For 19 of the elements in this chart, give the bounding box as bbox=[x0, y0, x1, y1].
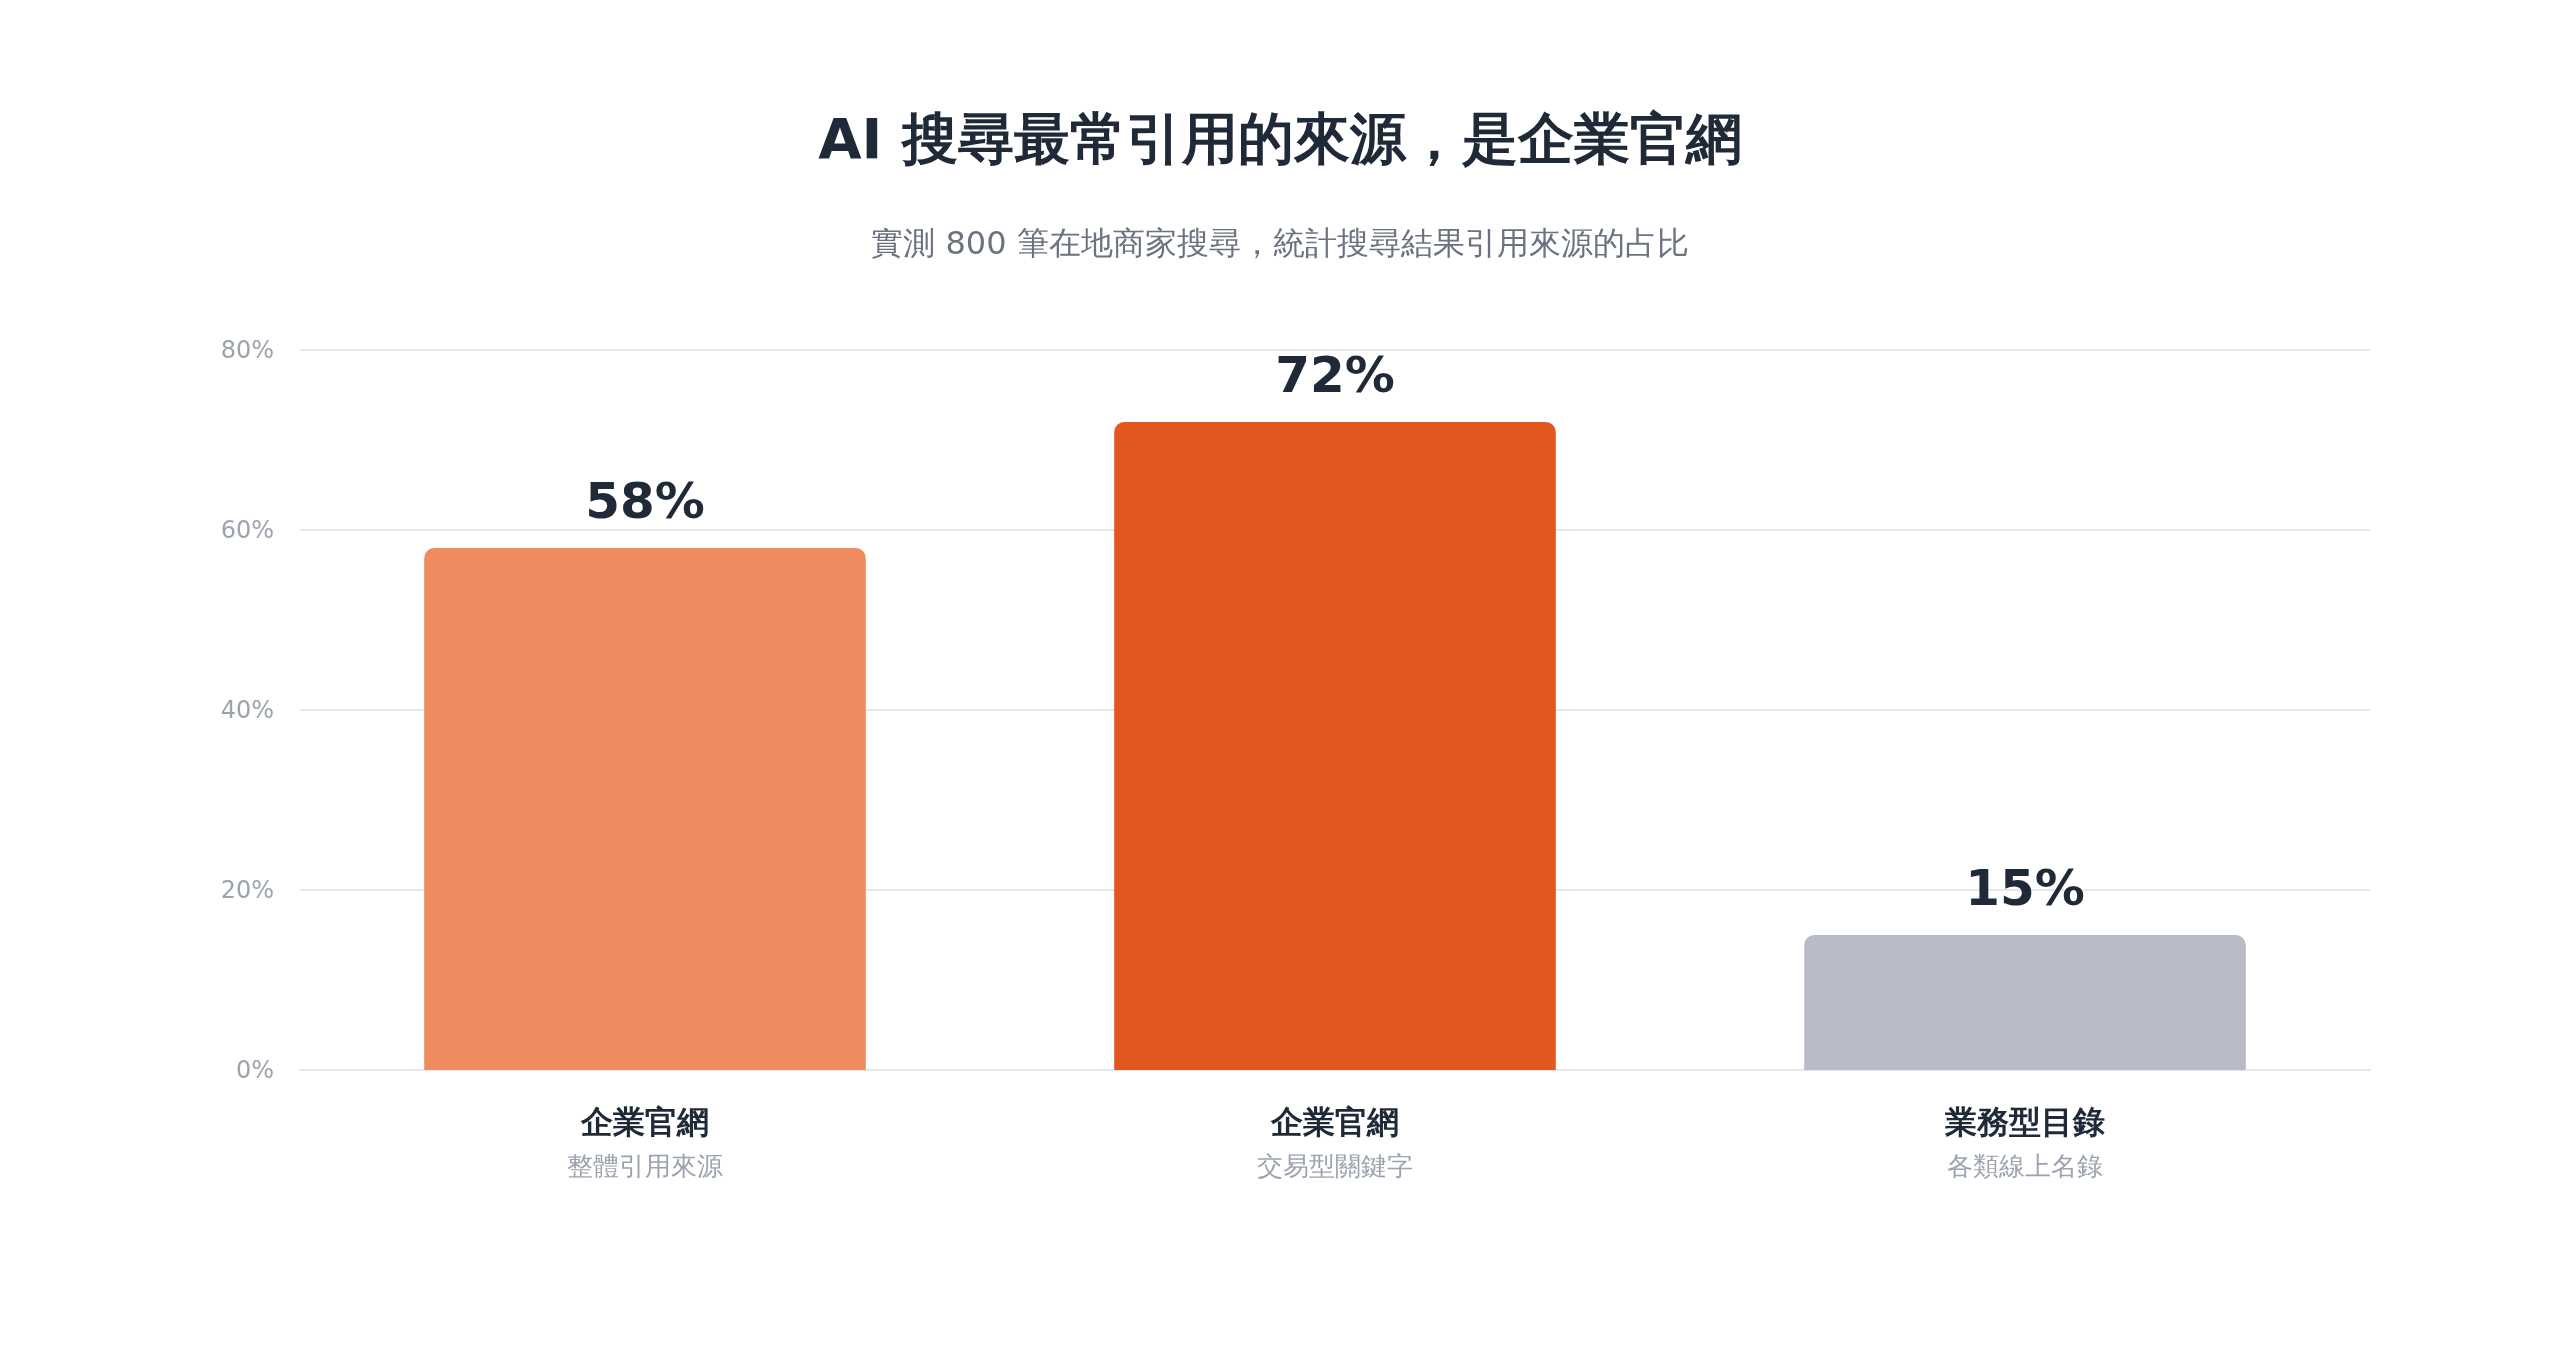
text: 交易型關鍵字 bbox=[1257, 1151, 1413, 1181]
data-label: 15% bbox=[1965, 859, 2085, 917]
y-tick-label: 0% bbox=[235, 1056, 274, 1084]
text: 整體引用來源 bbox=[567, 1151, 723, 1181]
bar bbox=[424, 548, 866, 1070]
data-label: 58% bbox=[585, 472, 705, 530]
x-tick-label: 企業官網 bbox=[1270, 1103, 1399, 1141]
text: 各類線上名錄 bbox=[1947, 1151, 2103, 1181]
x-tick-label: 業務型目錄 bbox=[1944, 1103, 2105, 1141]
y-tick-label: 20% bbox=[220, 876, 274, 904]
chart-subtitle: 實測 800 筆在地商家搜尋，統計搜尋結果引用來源的占比 bbox=[871, 224, 1689, 262]
data-label: 72% bbox=[1275, 346, 1395, 404]
y-tick-label: 80% bbox=[220, 336, 274, 364]
y-tick-label: 40% bbox=[220, 696, 274, 724]
chart-title: AI 搜尋最常引用的來源，是企業官網 bbox=[818, 105, 1742, 171]
x-tick-label: 企業官網 bbox=[580, 1103, 709, 1141]
bar bbox=[1804, 935, 2246, 1070]
y-tick-label: 60% bbox=[220, 516, 274, 544]
bar bbox=[1114, 422, 1556, 1070]
